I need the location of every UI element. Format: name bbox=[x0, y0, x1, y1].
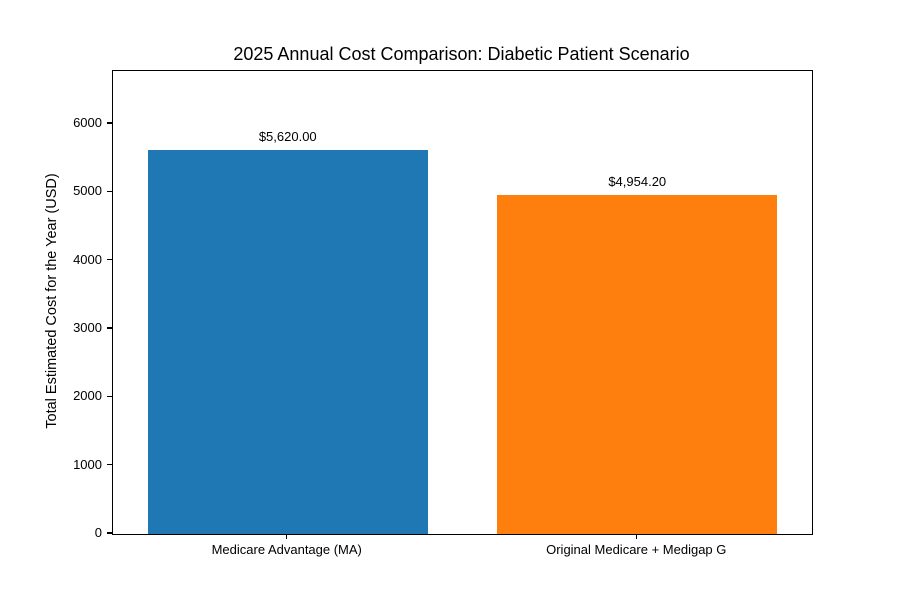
y-tick-label: 6000 bbox=[73, 115, 102, 131]
y-tick-mark bbox=[107, 327, 112, 329]
x-tick-label: Original Medicare + Medigap G bbox=[546, 542, 727, 557]
y-tick-mark bbox=[107, 190, 112, 192]
plot-area: $5,620.00 $4,954.20 bbox=[112, 70, 813, 535]
y-tick-label: 3000 bbox=[73, 320, 102, 335]
bar-value-label: $4,954.20 bbox=[608, 174, 667, 190]
chart-title: 2025 Annual Cost Comparison: Diabetic Pa… bbox=[233, 44, 690, 64]
y-tick-mark bbox=[107, 395, 112, 397]
bar bbox=[497, 195, 778, 534]
y-tick-label: 0 bbox=[94, 525, 102, 540]
y-tick-label: 5000 bbox=[73, 183, 102, 199]
bar-value-label: $5,620.00 bbox=[258, 128, 317, 144]
x-tick-label: Medicare Advantage (MA) bbox=[211, 542, 362, 557]
x-tick-mark bbox=[286, 534, 288, 539]
y-tick-label: 4000 bbox=[73, 251, 102, 267]
x-tick-mark bbox=[635, 534, 637, 539]
y-tick-mark bbox=[107, 122, 112, 124]
y-tick-label: 1000 bbox=[73, 456, 102, 472]
y-tick-mark bbox=[107, 532, 112, 534]
bar bbox=[147, 150, 428, 534]
y-tick-mark bbox=[107, 259, 112, 261]
y-tick-label: 2000 bbox=[73, 388, 102, 404]
y-tick-mark bbox=[107, 464, 112, 466]
